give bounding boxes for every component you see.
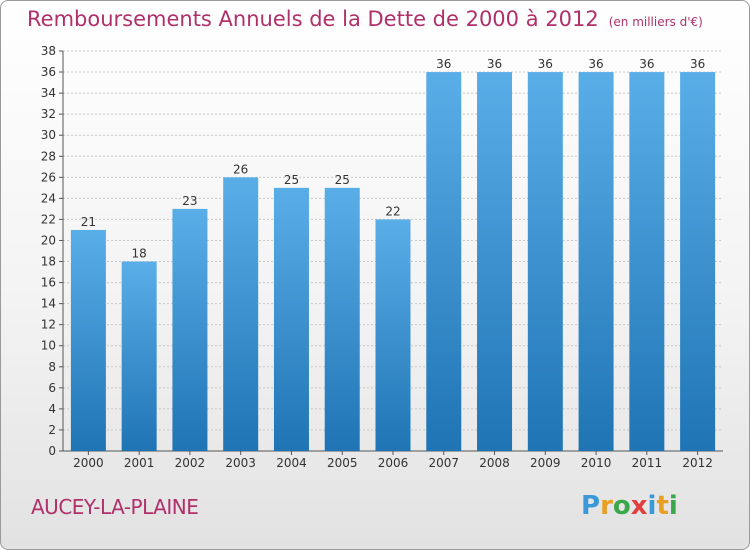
bar-2007 [426, 72, 462, 451]
logo-letter: P [581, 491, 601, 521]
bar-2000 [70, 229, 106, 451]
y-tick-label: 4 [48, 402, 56, 416]
y-tick-label: 20 [41, 233, 56, 247]
bar-2003 [223, 177, 259, 451]
logo-letter: i [647, 491, 657, 521]
value-label-2012: 36 [690, 57, 705, 71]
x-tick-label-2012: 2012 [682, 456, 713, 470]
bars [70, 72, 716, 451]
x-tick-label-2005: 2005 [327, 456, 358, 470]
y-tick-label: 18 [41, 255, 56, 269]
bar-2009 [527, 72, 563, 451]
x-tick-label-2010: 2010 [581, 456, 612, 470]
value-label-2007: 36 [436, 57, 451, 71]
logo-letter: o [612, 491, 631, 521]
value-label-2011: 36 [639, 57, 654, 71]
value-label-2001: 18 [132, 247, 147, 261]
x-tick-label-2011: 2011 [632, 456, 663, 470]
y-tick-label: 0 [48, 444, 56, 458]
y-tick-label: 12 [41, 318, 56, 332]
value-label-2000: 21 [81, 215, 96, 229]
value-label-2010: 36 [588, 57, 603, 71]
y-tick-label: 28 [41, 149, 56, 163]
title-unit: (en milliers d'€) [608, 15, 703, 29]
value-label-2004: 25 [284, 173, 299, 187]
x-tick-label-2009: 2009 [530, 456, 561, 470]
value-label-2008: 36 [487, 57, 502, 71]
y-tick-label: 16 [41, 276, 56, 290]
value-label-2002: 23 [182, 194, 197, 208]
value-label-2005: 25 [335, 173, 350, 187]
bar-2011 [629, 72, 665, 451]
y-tick-label: 38 [41, 44, 56, 58]
x-tick-label-2001: 2001 [124, 456, 155, 470]
y-tick-label: 6 [48, 381, 56, 395]
x-tick-label-2007: 2007 [428, 456, 459, 470]
x-tick-label-2000: 2000 [73, 456, 104, 470]
logo-letter: r [600, 491, 613, 521]
title-main: Remboursements Annuels de la Dette de 20… [27, 7, 599, 31]
bar-2004 [273, 187, 309, 451]
y-tick-label: 14 [41, 297, 56, 311]
proxiti-logo: Proxiti [581, 491, 678, 521]
labels: 0246810121416182022242628303234363821200… [41, 44, 713, 470]
x-tick-label-2006: 2006 [378, 456, 409, 470]
value-label-2006: 22 [385, 204, 400, 218]
logo-letter: i [668, 491, 678, 521]
bar-2005 [324, 187, 360, 451]
commune-name: AUCEY-LA-PLAINE [31, 495, 199, 519]
chart-title: Remboursements Annuels de la Dette de 20… [27, 7, 703, 31]
y-tick-label: 32 [41, 107, 56, 121]
value-label-2009: 36 [538, 57, 553, 71]
bar-2010 [578, 72, 614, 451]
y-tick-label: 30 [41, 128, 56, 142]
x-tick-label-2002: 2002 [175, 456, 206, 470]
y-tick-label: 26 [41, 170, 56, 184]
bar-2012 [680, 72, 716, 451]
logo-letter: t [656, 491, 669, 521]
logo-letter: x [630, 491, 648, 521]
y-tick-label: 24 [41, 191, 56, 205]
x-tick-label-2004: 2004 [276, 456, 307, 470]
bar-2001 [121, 261, 157, 451]
y-tick-label: 2 [48, 423, 56, 437]
y-tick-label: 8 [48, 360, 56, 374]
bar-2008 [477, 72, 513, 451]
y-tick-label: 36 [41, 65, 56, 79]
x-tick-label-2008: 2008 [479, 456, 510, 470]
y-tick-label: 22 [41, 212, 56, 226]
value-label-2003: 26 [233, 162, 248, 176]
bar-2002 [172, 208, 208, 451]
x-tick-label-2003: 2003 [225, 456, 256, 470]
y-tick-label: 34 [41, 86, 56, 100]
y-tick-label: 10 [41, 339, 56, 353]
bar-2006 [375, 219, 411, 451]
